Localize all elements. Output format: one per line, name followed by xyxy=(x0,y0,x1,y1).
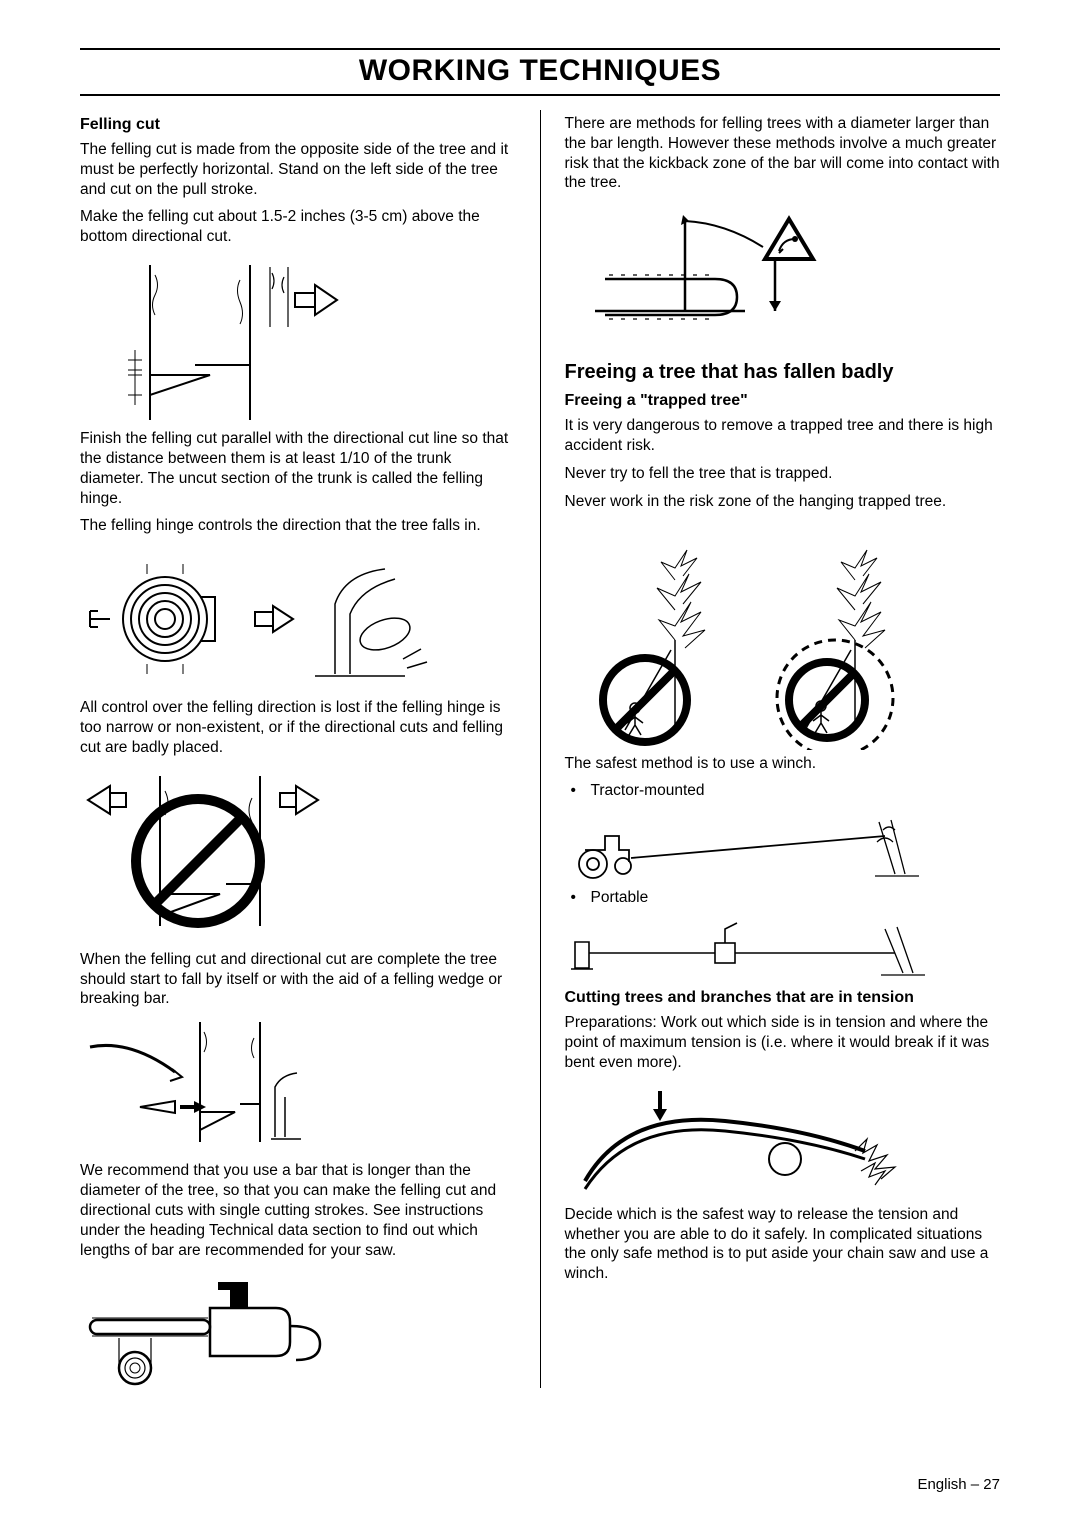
para-l5: All control over the felling direction i… xyxy=(80,698,516,757)
para-l4: The felling hinge controls the direction… xyxy=(80,516,516,536)
bullet-tractor: Tractor-mounted xyxy=(565,781,1001,802)
para-r7: Decide which is the safest way to releas… xyxy=(565,1205,1001,1284)
page-title: WORKING TECHNIQUES xyxy=(80,54,1000,88)
illus-trapped-prohibited xyxy=(565,520,945,750)
illus-chainsaw-length xyxy=(80,1268,350,1388)
para-l1: The felling cut is made from the opposit… xyxy=(80,140,516,199)
left-column: Felling cut The felling cut is made from… xyxy=(80,110,516,1388)
winch-list: Tractor-mounted xyxy=(565,781,1001,802)
para-r2: It is very dangerous to remove a trapped… xyxy=(565,416,1001,456)
illus-kickback-warning xyxy=(565,201,865,351)
column-divider xyxy=(540,110,541,1388)
para-l7: We recommend that you use a bar that is … xyxy=(80,1161,516,1260)
illus-tension xyxy=(565,1081,945,1201)
winch-list-2: Portable xyxy=(565,888,1001,909)
heading-felling-cut: Felling cut xyxy=(80,116,516,134)
bullet-portable: Portable xyxy=(565,888,1001,909)
heading-freeing-tree: Freeing a tree that has fallen badly xyxy=(565,361,1001,384)
rule-under-title xyxy=(80,94,1000,96)
illus-tractor-winch xyxy=(565,806,945,886)
two-column-layout: Felling cut The felling cut is made from… xyxy=(80,110,1000,1388)
illus-bad-hinge-prohibited xyxy=(80,766,360,946)
page-footer: English – 27 xyxy=(917,1476,1000,1493)
para-l6: When the felling cut and directional cut… xyxy=(80,950,516,1009)
para-r3: Never try to fell the tree that is trapp… xyxy=(565,464,1001,484)
right-column: There are methods for felling trees with… xyxy=(565,110,1001,1388)
illus-hinge-direction xyxy=(80,544,440,694)
para-r5: The safest method is to use a winch. xyxy=(565,754,1001,774)
para-r6: Preparations: Work out which side is in … xyxy=(565,1013,1001,1072)
para-r4: Never work in the risk zone of the hangi… xyxy=(565,492,1001,512)
illus-portable-winch xyxy=(565,913,945,983)
illus-wedge xyxy=(80,1017,340,1157)
para-r1: There are methods for felling trees with… xyxy=(565,114,1001,193)
illus-felling-cut xyxy=(80,255,380,425)
para-l3: Finish the felling cut parallel with the… xyxy=(80,429,516,508)
para-l2: Make the felling cut about 1.5-2 inches … xyxy=(80,207,516,247)
rule-top xyxy=(80,48,1000,50)
heading-trapped-tree: Freeing a "trapped tree" xyxy=(565,392,1001,410)
heading-tension: Cutting trees and branches that are in t… xyxy=(565,989,1001,1007)
